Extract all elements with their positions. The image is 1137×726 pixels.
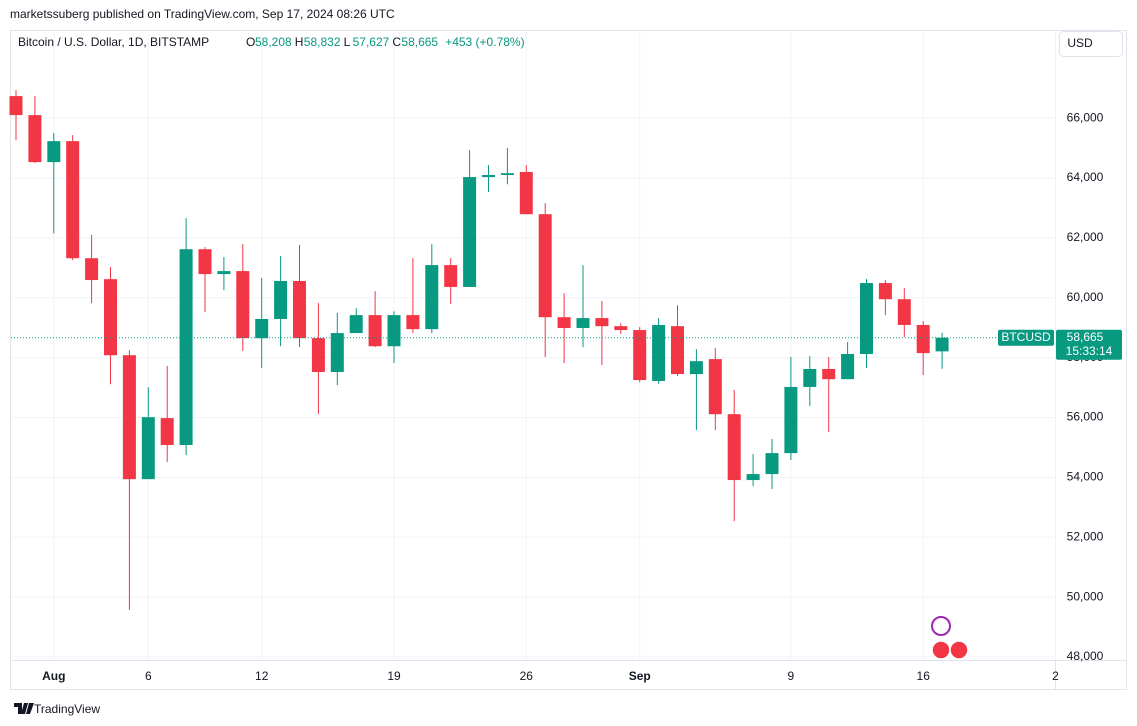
chart-frame [10,30,1127,690]
candle-body [614,326,628,331]
candle-body [28,115,42,163]
symbol-tag [998,329,1054,346]
candle-body [387,315,401,347]
legend-ohlc-label: L [344,35,351,49]
legend-ohlc-value: 58,832 [304,35,341,49]
y-tick-label: 66,000 [1067,110,1104,124]
candle-body [47,141,61,163]
brand-logo [14,703,34,714]
candle-body [633,330,647,381]
candle-body [311,338,325,372]
legend-ohlc-label: O [246,35,255,49]
candle-body [198,249,212,275]
price-tag-countdown: 15:33:14 [1066,344,1113,358]
legend-ohlc-value: 58,208 [255,35,292,49]
candle-body [482,174,495,178]
candle-body [179,249,193,446]
candle-body [500,173,514,175]
price-tag [1056,329,1122,360]
x-tick-label: Aug [42,669,65,683]
legend-ohlc-label: H [295,35,304,49]
candle-body [765,453,779,475]
candle-body [104,279,117,356]
event-icon[interactable] [949,640,969,660]
candle-body [860,283,873,355]
candle-body [878,283,892,300]
candle-body [274,280,288,319]
x-tick-label: Sep [629,669,651,683]
brand-name: TradingView [34,702,100,716]
candle-body [349,315,363,334]
candle-body [425,265,439,330]
candle-body [368,315,382,347]
candle-body [557,317,571,328]
legend-symbol: Bitcoin / U.S. Dollar, 1D, BITSTAMP [18,35,209,49]
x-tick-label: 9 [788,669,795,683]
legend-ohlc-value: 58,665 [401,35,438,49]
legend-ohlc-value: 57,627 [353,35,390,49]
y-tick-label: 52,000 [1067,529,1104,543]
candle-body [784,386,798,454]
y-tick-label: 50,000 [1067,589,1104,603]
event-icon[interactable] [931,616,951,636]
candle-body [576,318,590,328]
candle-body [935,337,949,352]
candle-body [236,271,250,339]
candle-body [916,324,930,354]
candle-body [66,141,80,259]
candle-body [671,326,684,375]
currency-button[interactable] [1059,31,1123,57]
candle-body [330,333,344,372]
candle-body [444,265,458,287]
candle-body [538,214,552,318]
candle-body [9,96,23,116]
x-tick-label: 6 [145,669,152,683]
y-tick-label: 56,000 [1067,410,1104,424]
price-tag-price: 58,665 [1067,330,1104,344]
candle-body [897,299,911,325]
candle-body [122,355,136,480]
y-tick-label: 62,000 [1067,230,1104,244]
candle-body [595,318,609,327]
symbol-tag-text: BTCUSD [1001,330,1051,344]
y-tick-label: 54,000 [1067,470,1104,484]
y-tick-label: 60,000 [1067,290,1104,304]
candle-body [217,271,231,275]
currency-label: USD [1067,36,1093,50]
candle-body [803,368,817,387]
candle-body [519,171,533,215]
candle-body [652,324,666,381]
x-tick-label: 16 [917,669,931,683]
event-icon[interactable] [931,640,951,660]
x-tick-label: 12 [255,669,269,683]
candle-body [463,177,477,287]
candle-body [841,354,855,380]
legend-change: +453 (+0.78%) [445,35,524,49]
x-tick-label: 19 [387,669,401,683]
legend-ohlc-label: C [392,35,401,49]
candle-body [406,315,420,330]
x-tick-label: 26 [520,669,534,683]
candle-body [141,417,155,480]
candle-body [822,368,836,380]
candle-body [708,359,722,415]
candle-body [689,361,703,375]
event-icons [931,616,969,660]
y-tick-label: 64,000 [1067,170,1104,184]
y-tick-label: 48,000 [1067,649,1104,663]
candle-body [746,474,760,481]
candle-body [293,280,306,339]
candle-body [160,418,174,446]
published-line: marketssuberg published on TradingView.c… [10,7,395,21]
candle-body [85,258,99,281]
x-tick-label: 2 [1052,669,1059,683]
candle-body [727,414,741,481]
candle-body [255,318,269,339]
